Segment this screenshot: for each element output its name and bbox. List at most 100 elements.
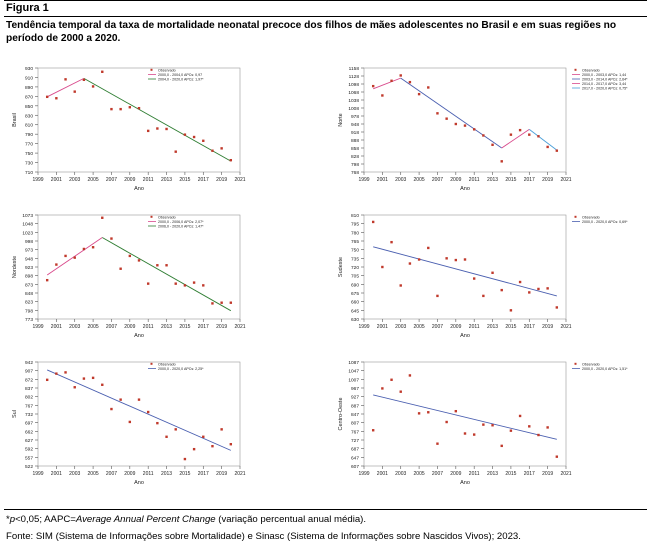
x-axis-label: Ano bbox=[134, 186, 144, 192]
x-tick-label: 2005 bbox=[414, 324, 425, 330]
y-tick-label: 770 bbox=[25, 142, 33, 148]
data-point bbox=[55, 263, 58, 266]
x-tick-label: 2007 bbox=[106, 177, 117, 183]
data-point bbox=[82, 78, 86, 82]
data-point bbox=[518, 414, 522, 418]
chart-panel-sudeste: 630 645 660 675 690 705 720 735 750 765 780 795 810 1… bbox=[330, 205, 648, 356]
y-tick-label: 978 bbox=[351, 114, 359, 120]
x-axis-label: Ano bbox=[460, 480, 470, 486]
x-tick-label: 2009 bbox=[124, 471, 135, 477]
x-tick-label: 1999 bbox=[32, 177, 43, 183]
x-tick-label: 2017 bbox=[198, 177, 209, 183]
y-axis-label: Brasil bbox=[12, 113, 18, 127]
y-tick-label: 768 bbox=[351, 170, 359, 176]
trend-segment bbox=[373, 246, 557, 297]
y-tick-label: 765 bbox=[351, 239, 359, 245]
chart-svg: 630 645 660 675 690 705 720 735 750 765 780 795 810 1… bbox=[338, 213, 628, 339]
figure-label-rule bbox=[4, 16, 647, 17]
x-axis-label: Ano bbox=[460, 186, 470, 192]
y-tick-label: 830 bbox=[25, 113, 33, 119]
x-tick-label: 2009 bbox=[450, 177, 461, 183]
data-point bbox=[417, 412, 421, 415]
y-tick-label: 710 bbox=[25, 170, 33, 176]
y-tick-label: 828 bbox=[351, 154, 359, 160]
y-tick-label: 998 bbox=[25, 239, 33, 245]
data-point bbox=[454, 409, 458, 413]
y-tick-label: 767 bbox=[351, 429, 359, 435]
y-tick-label: 837 bbox=[25, 386, 33, 392]
legend-entry: 2003,0 - 2014,0 APCs: 2,64* bbox=[582, 77, 628, 81]
data-point bbox=[202, 435, 205, 438]
x-axis-label: Ano bbox=[134, 480, 144, 486]
data-point bbox=[146, 282, 150, 285]
footnote: *p<0,05; AAPC=Average Annual Percent Cha… bbox=[6, 514, 366, 525]
data-point bbox=[381, 94, 384, 97]
data-point bbox=[229, 301, 233, 304]
data-point bbox=[390, 79, 393, 82]
x-tick-label: 2007 bbox=[106, 471, 117, 477]
x-tick-label: 2013 bbox=[161, 324, 172, 330]
legend-entry: Observado bbox=[582, 215, 600, 219]
plot-frame bbox=[363, 361, 567, 467]
x-tick-label: 2001 bbox=[377, 471, 388, 477]
footnote-p: p bbox=[9, 514, 16, 525]
y-tick-label: 823 bbox=[25, 300, 33, 306]
y-tick-label: 870 bbox=[25, 94, 33, 100]
x-tick-label: 2019 bbox=[542, 471, 553, 477]
x-tick-label: 2019 bbox=[542, 177, 553, 183]
data-point bbox=[110, 407, 113, 411]
data-point bbox=[119, 107, 122, 111]
data-point bbox=[463, 258, 467, 261]
x-tick-label: 2019 bbox=[216, 324, 227, 330]
legend-entry: 2000,0 - 2004,0 APCs: 0,97 bbox=[158, 73, 202, 77]
data-point bbox=[82, 377, 86, 380]
chart-svg: 522 557 592 627 662 697 732 767 802 837 872 907 942 1… bbox=[12, 360, 246, 486]
chart-panel-norte: 768 798 828 858 888 918 948 978 1008 1038 1068 1098… bbox=[330, 58, 648, 209]
x-tick-label: 2011 bbox=[469, 324, 480, 330]
x-tick-label: 2013 bbox=[161, 177, 172, 183]
data-point bbox=[371, 220, 375, 224]
chart-svg: 710 730 750 770 790 810 830 850 870 890 910 930 1999… bbox=[12, 66, 246, 192]
y-tick-label: 967 bbox=[351, 386, 359, 392]
y-tick-label: 750 bbox=[351, 248, 359, 254]
legend-entry: Observado bbox=[158, 215, 176, 219]
data-point bbox=[445, 420, 448, 424]
x-tick-label: 2013 bbox=[161, 471, 172, 477]
data-point bbox=[45, 378, 49, 382]
x-tick-label: 2021 bbox=[560, 177, 571, 183]
data-point bbox=[472, 277, 476, 280]
y-tick-label: 1068 bbox=[348, 90, 359, 96]
data-point bbox=[454, 258, 458, 262]
y-tick-label: 1087 bbox=[348, 360, 359, 366]
x-tick-label: 2021 bbox=[560, 324, 571, 330]
data-point bbox=[381, 387, 384, 390]
y-tick-label: 662 bbox=[25, 429, 33, 435]
x-tick-label: 1999 bbox=[358, 177, 369, 183]
data-point bbox=[91, 85, 95, 88]
data-point bbox=[408, 80, 412, 84]
x-tick-label: 2015 bbox=[179, 177, 190, 183]
legend-entry: Observado bbox=[158, 68, 176, 72]
legend-entry: Observado bbox=[158, 362, 176, 366]
data-point bbox=[463, 432, 467, 435]
x-tick-label: 2003 bbox=[395, 324, 406, 330]
chart-panel-nordeste: 773 798 823 848 873 898 923 948 973 998 1023 1048 10… bbox=[4, 205, 322, 356]
x-tick-label: 2005 bbox=[88, 324, 99, 330]
x-tick-label: 2011 bbox=[469, 177, 480, 183]
y-tick-label: 630 bbox=[351, 317, 359, 323]
legend-marker bbox=[150, 68, 153, 71]
y-tick-label: 1023 bbox=[22, 230, 33, 236]
plot-frame bbox=[363, 67, 567, 173]
trend-segment bbox=[102, 237, 232, 312]
x-tick-label: 2015 bbox=[505, 471, 516, 477]
data-point bbox=[165, 435, 168, 438]
y-tick-label: 1098 bbox=[348, 82, 359, 88]
x-tick-label: 2021 bbox=[560, 471, 571, 477]
y-tick-label: 697 bbox=[25, 421, 33, 427]
data-point bbox=[174, 282, 177, 285]
x-tick-label: 2007 bbox=[432, 324, 443, 330]
x-tick-label: 2017 bbox=[524, 177, 535, 183]
figure-caption: Tendência temporal da taxa de mortalidad… bbox=[6, 20, 617, 44]
data-point bbox=[146, 410, 150, 414]
data-point bbox=[445, 117, 448, 120]
